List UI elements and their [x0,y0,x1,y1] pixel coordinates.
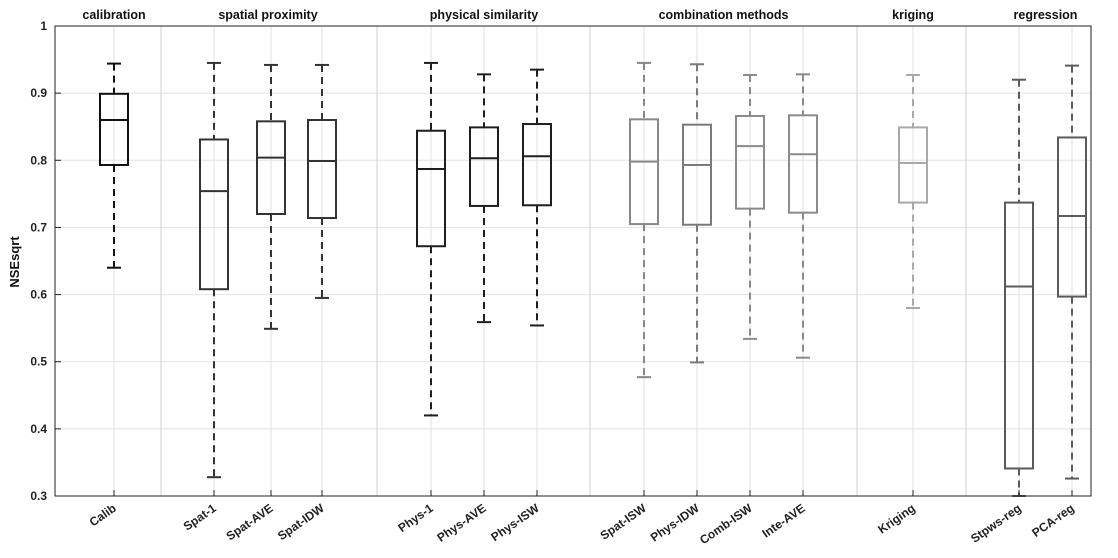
box-inte-ave [788,73,818,359]
box-spat-1 [199,61,229,479]
y-tick-label: 0.6 [30,288,47,302]
interquartile-box [99,92,129,166]
interquartile-box [256,120,286,215]
box-spat-isw [629,61,659,379]
group-label: regression [1014,8,1078,22]
y-axis-ticks: 0.3 0.4 0.5 0.6 0.7 0.8 0.9 1 [30,19,61,503]
interquartile-box [629,118,659,226]
interquartile-box [1004,201,1034,470]
y-tick-label: 0.5 [30,355,47,369]
interquartile-box [307,119,337,220]
interquartile-box [682,123,712,226]
group-labels: calibration spatial proximity physical sim… [82,8,1077,22]
box-phys-isw [522,68,552,327]
box-series [99,61,1087,497]
interquartile-box [898,126,928,204]
group-label: physical similarity [430,8,538,22]
interquartile-box [1057,136,1087,298]
y-tick-label: 0.3 [30,489,47,503]
y-tick-label: 0.4 [30,422,47,436]
y-tick-label: 0.7 [30,220,47,234]
box-pca-reg [1057,64,1087,480]
y-axis-label: NSEsqrt [7,236,22,288]
box-kriging [898,74,928,309]
box-comb-isw [735,74,765,340]
plot-frame [54,25,1092,497]
group-label: spatial proximity [218,8,317,22]
group-label: combination methods [659,8,789,22]
box-phys-1 [416,61,446,417]
box-calib [99,62,129,269]
box-spat-idw [307,63,337,299]
group-label: calibration [82,8,145,22]
interquartile-box [199,138,229,291]
group-separators [160,26,967,496]
interquartile-box [735,114,765,210]
y-tick-label: 1 [40,19,47,33]
box-phys-idw [682,63,712,364]
interquartile-box [522,123,552,207]
interquartile-box [469,126,499,207]
interquartile-box [416,129,446,248]
box-phys-ave [469,73,499,324]
group-label: kriging [892,8,934,22]
box-spat-ave [256,63,286,330]
interquartile-box [788,114,818,214]
y-tick-label: 0.8 [30,153,47,167]
y-tick-label: 0.9 [30,86,47,100]
